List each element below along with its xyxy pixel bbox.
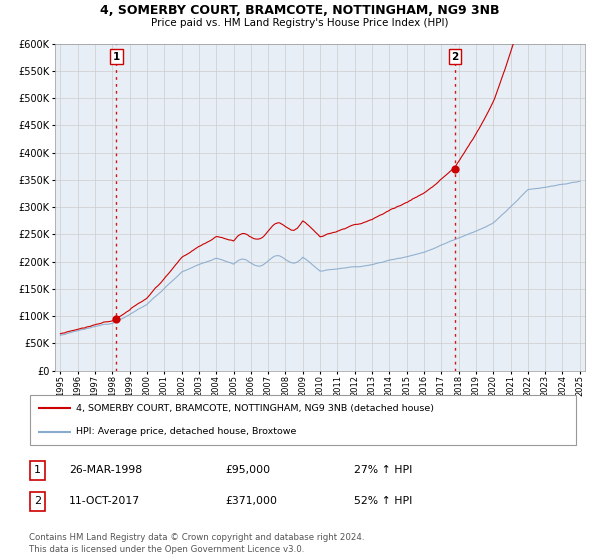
Text: 11-OCT-2017: 11-OCT-2017 [69,496,140,506]
Text: 1: 1 [113,52,120,62]
Text: 52% ↑ HPI: 52% ↑ HPI [354,496,412,506]
Point [450,164,460,173]
Text: 2: 2 [34,496,41,506]
Text: £371,000: £371,000 [225,496,277,506]
Text: 4, SOMERBY COURT, BRAMCOTE, NOTTINGHAM, NG9 3NB: 4, SOMERBY COURT, BRAMCOTE, NOTTINGHAM, … [100,4,500,17]
Point [112,315,121,324]
Text: Price paid vs. HM Land Registry's House Price Index (HPI): Price paid vs. HM Land Registry's House … [151,18,449,28]
Text: 26-MAR-1998: 26-MAR-1998 [69,465,142,475]
Text: 27% ↑ HPI: 27% ↑ HPI [354,465,412,475]
Text: 2: 2 [451,52,458,62]
Text: 1: 1 [34,465,41,475]
Text: £95,000: £95,000 [225,465,270,475]
Text: HPI: Average price, detached house, Broxtowe: HPI: Average price, detached house, Brox… [76,427,297,436]
Text: Contains HM Land Registry data © Crown copyright and database right 2024.
This d: Contains HM Land Registry data © Crown c… [29,533,364,554]
Text: 4, SOMERBY COURT, BRAMCOTE, NOTTINGHAM, NG9 3NB (detached house): 4, SOMERBY COURT, BRAMCOTE, NOTTINGHAM, … [76,404,434,413]
